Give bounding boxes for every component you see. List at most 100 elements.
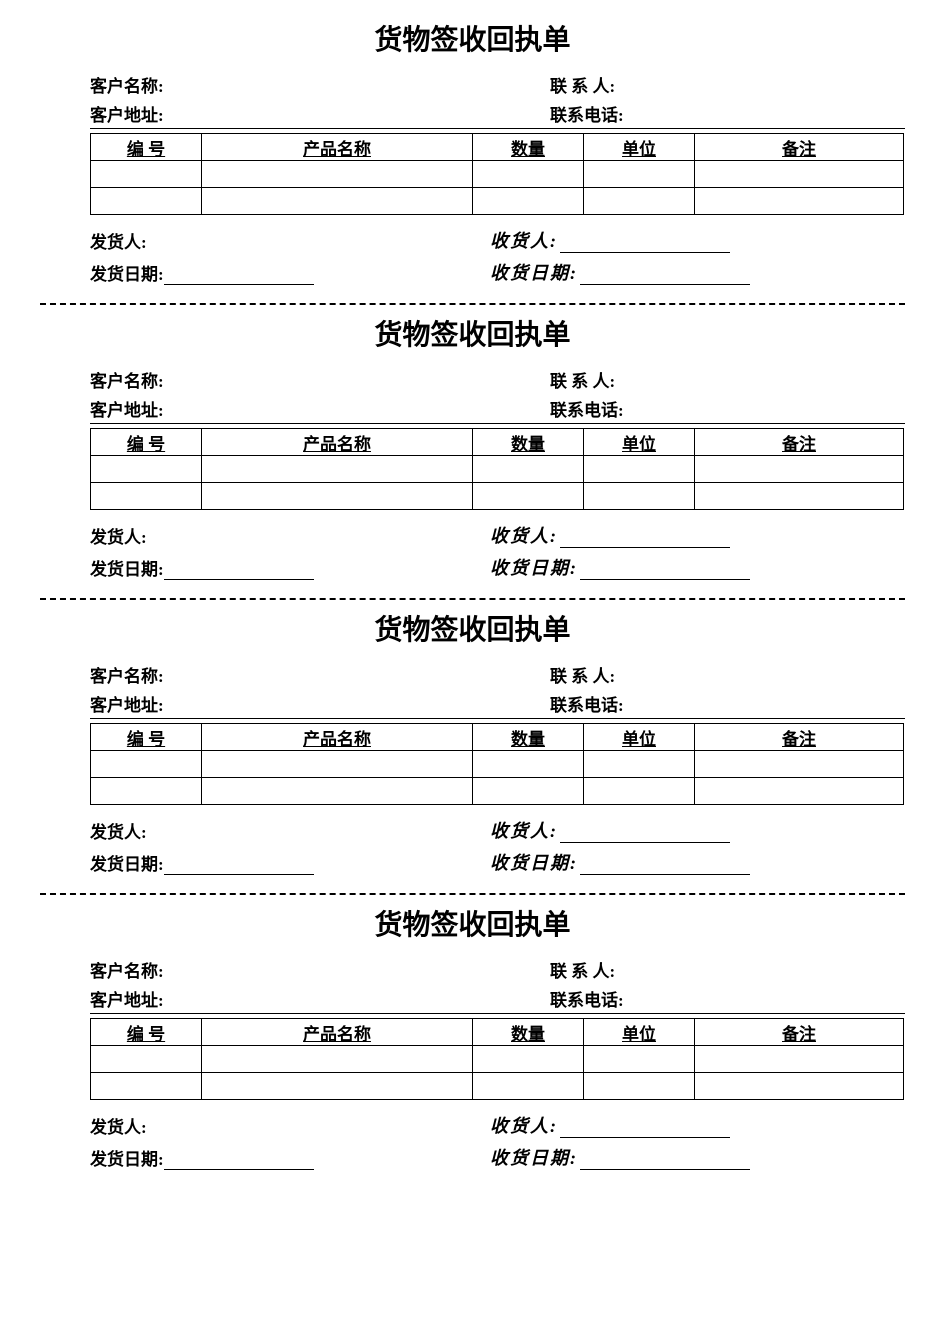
- receipt-form: 货物签收回执单客户名称:联 系 人:客户地址:联系电话:编 号产品名称数量单位备…: [40, 313, 905, 600]
- table-cell[interactable]: [473, 456, 584, 483]
- receiver-field: 收货人:: [490, 227, 730, 253]
- dates-row: 发货日期: 收货日期:: [90, 849, 905, 875]
- table-cell[interactable]: [202, 161, 473, 188]
- table-cell[interactable]: [202, 1073, 473, 1100]
- col-header: 数量: [473, 1019, 584, 1046]
- table-cell[interactable]: [91, 778, 202, 805]
- send-date-line[interactable]: [164, 1151, 314, 1170]
- table-row: [91, 456, 904, 483]
- receive-date-label: 收货日期:: [490, 263, 578, 283]
- customer-row: 客户名称:联 系 人:: [90, 72, 905, 97]
- receiver-signature-line[interactable]: [560, 1119, 730, 1138]
- table-cell[interactable]: [584, 1046, 695, 1073]
- receive-date-label: 收货日期:: [490, 1148, 578, 1168]
- table-cell[interactable]: [202, 483, 473, 510]
- table-cell[interactable]: [473, 751, 584, 778]
- send-date-line[interactable]: [164, 266, 314, 285]
- table-cell[interactable]: [584, 483, 695, 510]
- table-cell[interactable]: [473, 161, 584, 188]
- send-date-field: 发货日期:: [90, 1145, 490, 1170]
- table-cell[interactable]: [202, 1046, 473, 1073]
- receive-date-line[interactable]: [580, 266, 750, 285]
- table-cell[interactable]: [473, 188, 584, 215]
- table-cell[interactable]: [91, 483, 202, 510]
- receipt-form: 货物签收回执单客户名称:联 系 人:客户地址:联系电话:编 号产品名称数量单位备…: [40, 608, 905, 895]
- items-table: 编 号产品名称数量单位备注: [90, 428, 904, 510]
- table-cell[interactable]: [202, 188, 473, 215]
- table-cell[interactable]: [473, 483, 584, 510]
- table-cell[interactable]: [695, 1073, 904, 1100]
- table-cell[interactable]: [584, 1073, 695, 1100]
- col-header: 编 号: [91, 724, 202, 751]
- col-header: 备注: [695, 134, 904, 161]
- table-cell[interactable]: [695, 483, 904, 510]
- contact-phone-label: 联系电话:: [550, 396, 905, 421]
- table-cell[interactable]: [91, 751, 202, 778]
- col-header: 编 号: [91, 429, 202, 456]
- signature-block: 发货人:收货人:发货日期:收货日期:: [90, 227, 905, 285]
- receiver-signature-line[interactable]: [560, 529, 730, 548]
- col-header: 单位: [584, 134, 695, 161]
- receive-date-line[interactable]: [580, 561, 750, 580]
- table-cell[interactable]: [202, 778, 473, 805]
- table-cell[interactable]: [91, 1046, 202, 1073]
- table-cell[interactable]: [473, 1046, 584, 1073]
- table-cell[interactable]: [695, 1046, 904, 1073]
- address-row: 客户地址:联系电话:: [90, 986, 905, 1014]
- receiver-field: 收货人:: [490, 522, 730, 548]
- receiver-signature-line[interactable]: [560, 234, 730, 253]
- receiver-field: 收货人:: [490, 1112, 730, 1138]
- form-title: 货物签收回执单: [40, 903, 905, 943]
- table-cell[interactable]: [202, 751, 473, 778]
- table-cell[interactable]: [584, 188, 695, 215]
- table-cell[interactable]: [91, 161, 202, 188]
- table-cell[interactable]: [473, 1073, 584, 1100]
- col-header: 编 号: [91, 134, 202, 161]
- table-cell[interactable]: [91, 456, 202, 483]
- page: 货物签收回执单客户名称:联 系 人:客户地址:联系电话:编 号产品名称数量单位备…: [0, 0, 945, 1188]
- items-table: 编 号产品名称数量单位备注: [90, 1018, 904, 1100]
- sender-label: 发货人:: [90, 1113, 490, 1138]
- customer-name-label: 客户名称:: [90, 72, 550, 97]
- table-cell[interactable]: [695, 778, 904, 805]
- sender-receiver-row: 发货人:收货人:: [90, 1112, 905, 1138]
- table-row: [91, 1046, 904, 1073]
- table-cell[interactable]: [91, 188, 202, 215]
- send-date-label: 发货日期:: [90, 1150, 164, 1169]
- sender-receiver-row: 发货人:收货人:: [90, 522, 905, 548]
- receive-date-line[interactable]: [580, 856, 750, 875]
- receiver-label: 收货人:: [490, 231, 558, 251]
- dates-row: 发货日期:收货日期:: [90, 259, 905, 285]
- items-table: 编 号产品名称数量单位备注: [90, 723, 904, 805]
- receive-date-line[interactable]: [580, 1151, 750, 1170]
- form-title: 货物签收回执单: [40, 608, 905, 648]
- table-cell[interactable]: [695, 188, 904, 215]
- send-date-line[interactable]: [164, 561, 314, 580]
- receiver-label: 收货人:: [490, 821, 558, 841]
- table-cell[interactable]: [695, 161, 904, 188]
- table-cell[interactable]: [473, 778, 584, 805]
- table-cell[interactable]: [584, 161, 695, 188]
- send-date-label: 发货日期:: [90, 560, 164, 579]
- col-header: 单位: [584, 429, 695, 456]
- contact-person-label: 联 系 人:: [550, 957, 905, 982]
- table-cell[interactable]: [695, 751, 904, 778]
- table-cell[interactable]: [695, 456, 904, 483]
- table-cell[interactable]: [202, 456, 473, 483]
- receiver-signature-line[interactable]: [560, 824, 730, 843]
- receive-date-label: 收货日期:: [490, 853, 578, 873]
- send-date-field: 发货日期:: [90, 555, 490, 580]
- contact-phone-label: 联系电话:: [550, 986, 905, 1011]
- send-date-line[interactable]: [164, 856, 314, 875]
- table-cell[interactable]: [584, 456, 695, 483]
- table-cell[interactable]: [584, 778, 695, 805]
- table-cell[interactable]: [584, 751, 695, 778]
- contact-phone-label: 联系电话:: [550, 691, 905, 716]
- table-cell[interactable]: [91, 1073, 202, 1100]
- col-header: 单位: [584, 724, 695, 751]
- address-row: 客户地址:联系电话:: [90, 396, 905, 424]
- customer-address-label: 客户地址:: [90, 691, 550, 716]
- contact-person-label: 联 系 人:: [550, 72, 905, 97]
- send-date-label: 发货日期:: [90, 855, 164, 874]
- form-title: 货物签收回执单: [40, 18, 905, 58]
